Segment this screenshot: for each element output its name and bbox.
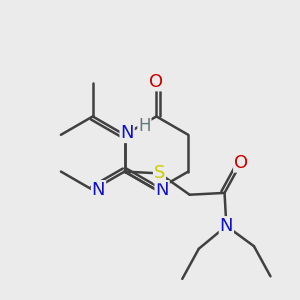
- Text: N: N: [155, 181, 169, 199]
- Text: S: S: [154, 164, 165, 182]
- Text: N: N: [120, 124, 134, 142]
- Text: O: O: [149, 73, 164, 91]
- Text: N: N: [92, 181, 105, 199]
- Text: H: H: [138, 117, 151, 135]
- Text: N: N: [220, 217, 233, 235]
- Text: O: O: [234, 154, 248, 172]
